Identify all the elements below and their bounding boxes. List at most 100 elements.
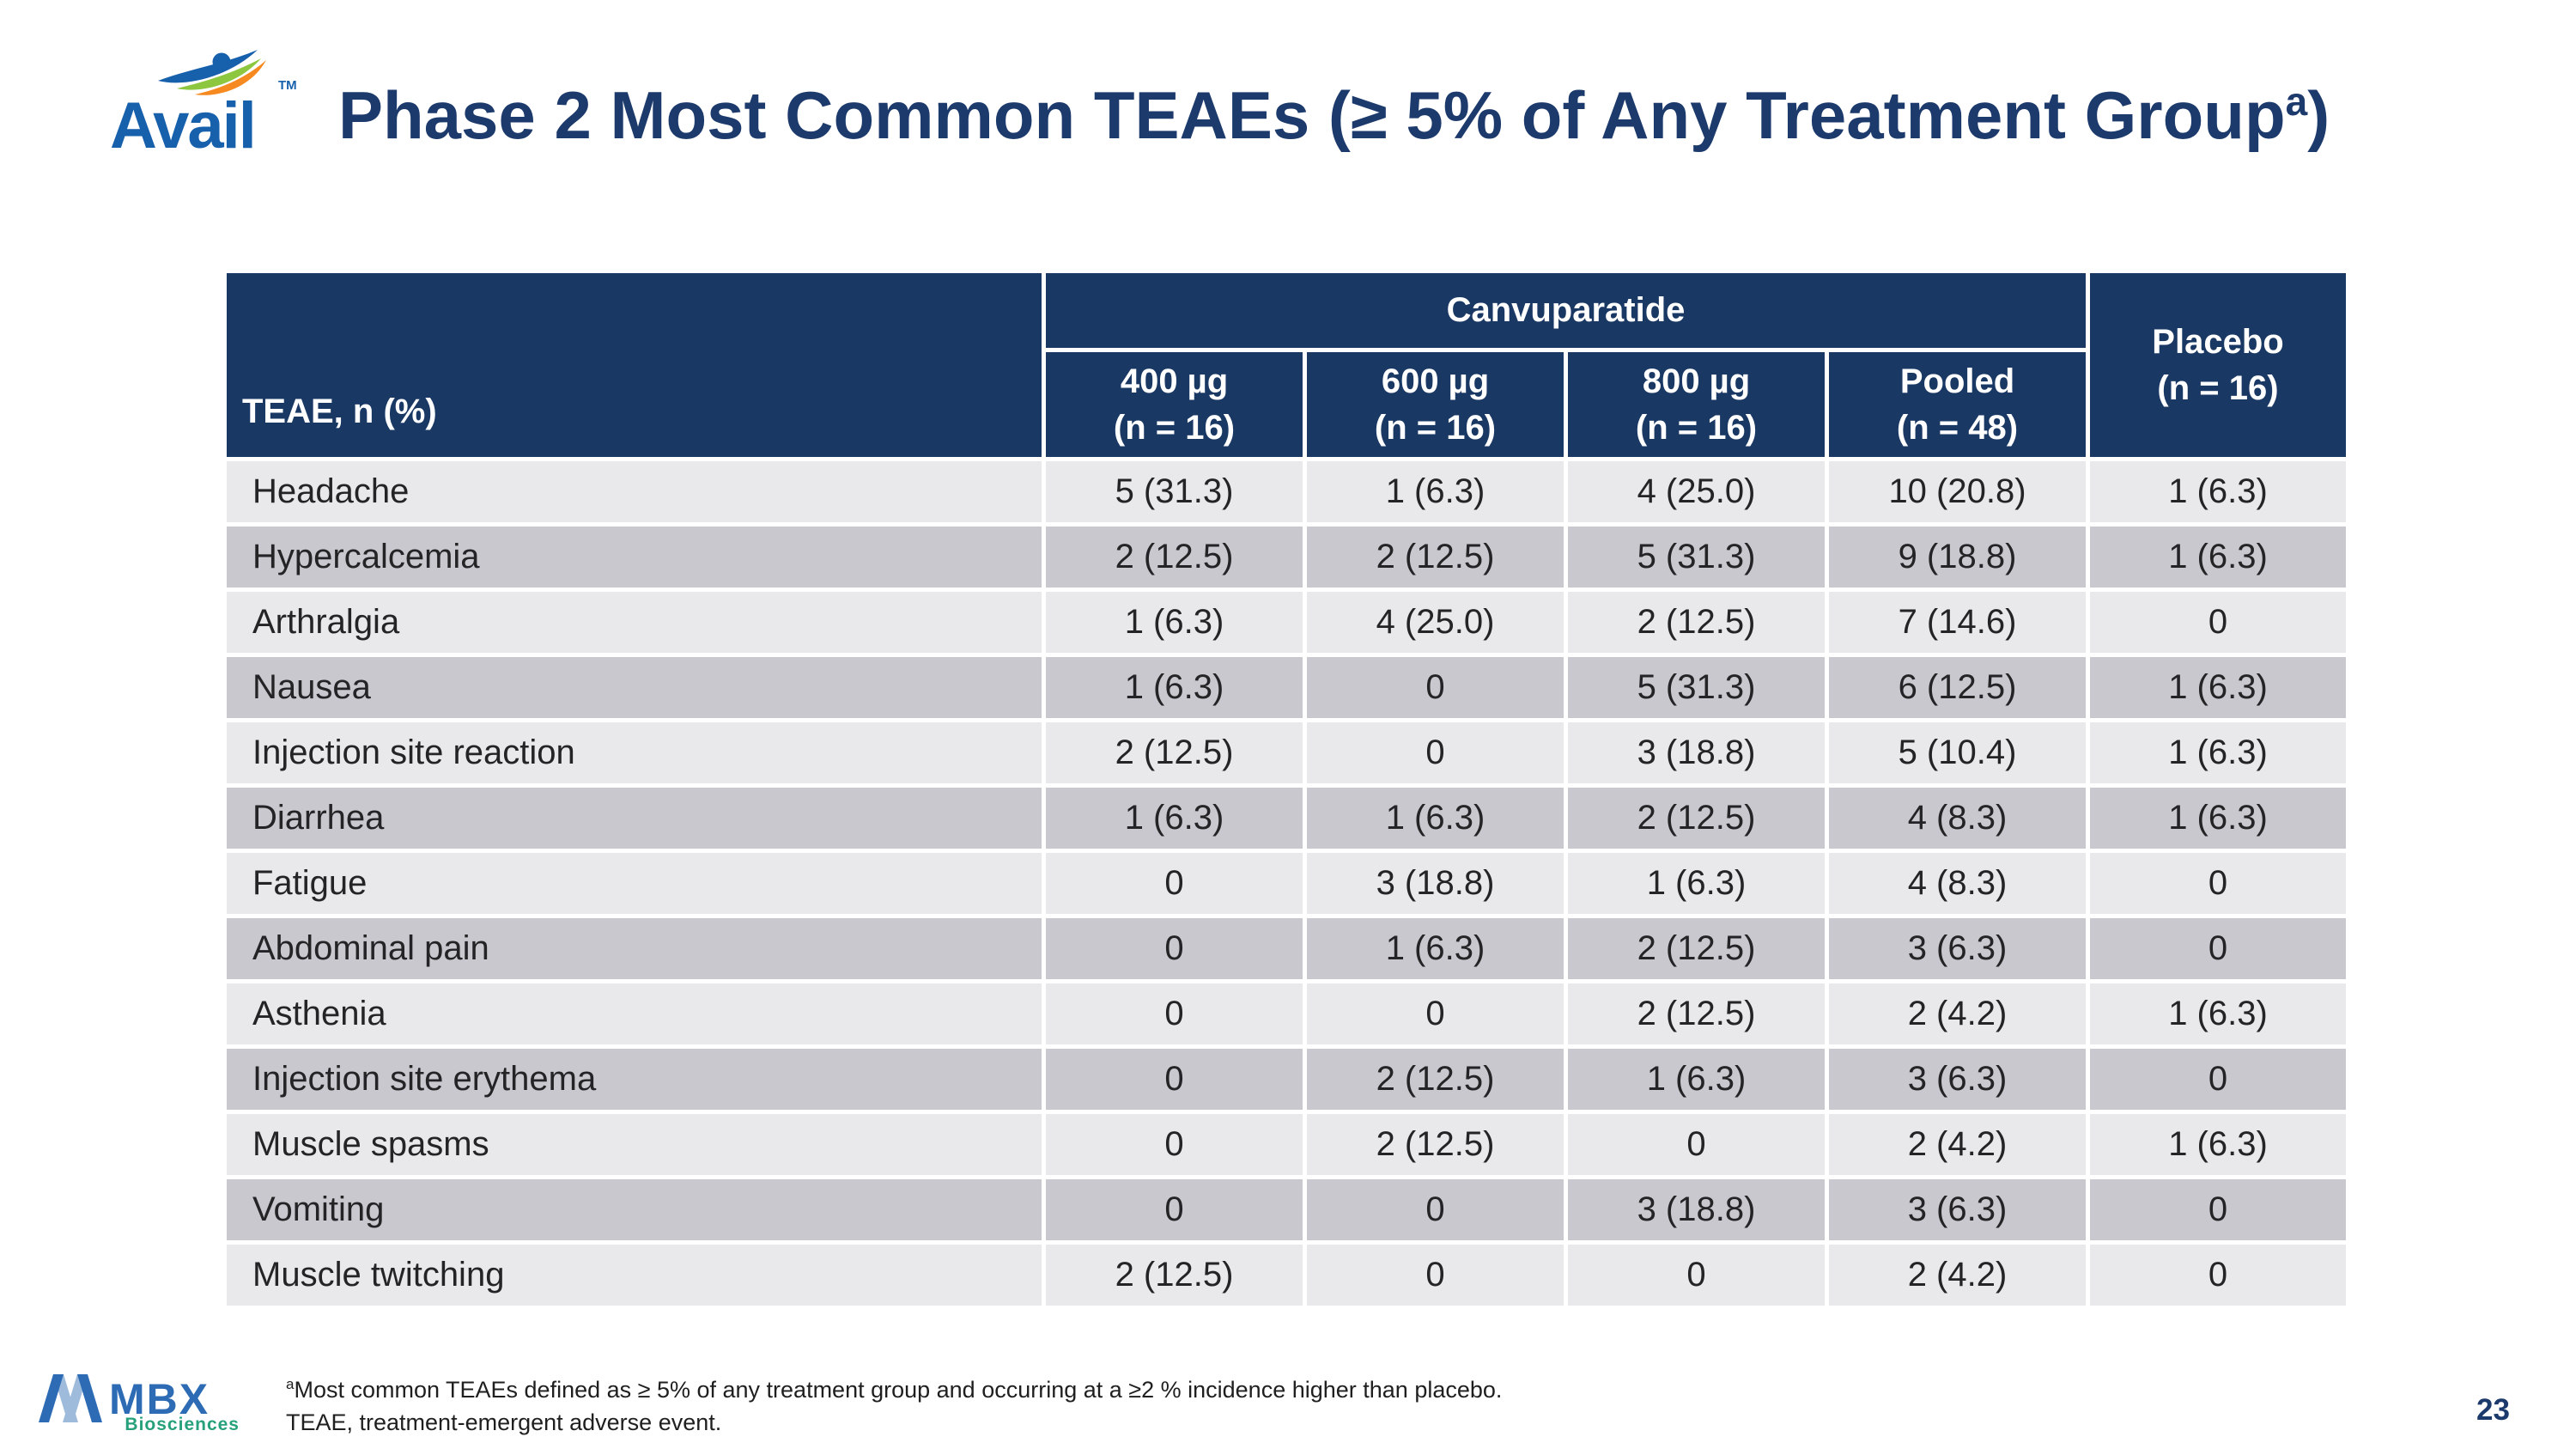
- teae-value-cell: 7 (14.6): [1829, 592, 2086, 653]
- teae-value-cell: 5 (31.3): [1568, 527, 1825, 588]
- teae-value-cell: 1 (6.3): [2090, 722, 2346, 783]
- mbx-wordmark: MBX: [109, 1375, 210, 1423]
- table-header-teae: TEAE, n (%): [227, 273, 1042, 457]
- table-header-canvuparatide-group: Canvuparatide: [1046, 273, 2086, 348]
- teae-value-cell: 1 (6.3): [1307, 918, 1564, 979]
- avail-wordmark: Avail: [112, 89, 255, 161]
- teae-value-cell: 1 (6.3): [1568, 853, 1825, 914]
- teae-value-cell: 0: [2090, 853, 2346, 914]
- teae-value-cell: 4 (25.0): [1568, 461, 1825, 522]
- page-title-superscript: a: [2285, 79, 2308, 124]
- teae-table: TEAE, n (%) Canvuparatide Placebo (n = 1…: [227, 273, 2346, 1306]
- mbx-mark-dark-icon: [39, 1374, 64, 1422]
- teae-value-cell: 1 (6.3): [2090, 657, 2346, 718]
- teae-row-label: Nausea: [227, 657, 1042, 718]
- teae-value-cell: 2 (12.5): [1307, 527, 1564, 588]
- teae-value-cell: 0: [2090, 1179, 2346, 1240]
- footnote-line-1: aMost common TEAEs defined as ≥ 5% of an…: [286, 1374, 1502, 1407]
- teae-value-cell: 2 (12.5): [1568, 592, 1825, 653]
- avail-trademark: TM: [278, 78, 297, 93]
- column-n: (n = 48): [1896, 409, 2019, 447]
- teae-value-cell: 2 (12.5): [1307, 1049, 1564, 1110]
- table-header-placebo: Placebo (n = 16): [2090, 273, 2346, 457]
- footnote-superscript: a: [286, 1376, 295, 1392]
- teae-value-cell: 1 (6.3): [2090, 788, 2346, 849]
- teae-value-cell: 0: [1046, 1179, 1303, 1240]
- avail-swoosh-blue-icon: [158, 50, 258, 83]
- teae-row-label: Hypercalcemia: [227, 527, 1042, 588]
- teae-value-cell: 1 (6.3): [2090, 527, 2346, 588]
- teae-value-cell: 3 (6.3): [1829, 918, 2086, 979]
- teae-row-label: Muscle twitching: [227, 1245, 1042, 1306]
- teae-value-cell: 4 (8.3): [1829, 853, 2086, 914]
- page-number: 23: [2476, 1393, 2510, 1427]
- teae-value-cell: 0: [1046, 1114, 1303, 1175]
- teae-value-cell: 1 (6.3): [1046, 788, 1303, 849]
- page-title: Phase 2 Most Common TEAEs (≥ 5% of Any T…: [338, 77, 2330, 153]
- teae-value-cell: 1 (6.3): [1046, 657, 1303, 718]
- teae-value-cell: 3 (18.8): [1568, 1179, 1825, 1240]
- teae-value-cell: 2 (4.2): [1829, 983, 2086, 1044]
- teae-value-cell: 0: [2090, 918, 2346, 979]
- column-n: (n = 16): [1635, 409, 1758, 447]
- teae-value-cell: 2 (4.2): [1829, 1245, 2086, 1306]
- teae-row-label: Muscle spasms: [227, 1114, 1042, 1175]
- teae-value-cell: 0: [1307, 1179, 1564, 1240]
- avail-logo: Avail TM: [112, 50, 297, 161]
- teae-value-cell: 0: [1568, 1114, 1825, 1175]
- teae-value-cell: 0: [1046, 1049, 1303, 1110]
- teae-value-cell: 1 (6.3): [2090, 461, 2346, 522]
- teae-value-cell: 0: [1568, 1245, 1825, 1306]
- teae-value-cell: 0: [2090, 1049, 2346, 1110]
- column-label: 800 µg: [1642, 362, 1751, 400]
- teae-value-cell: 2 (12.5): [1046, 527, 1303, 588]
- teae-value-cell: 1 (6.3): [1046, 592, 1303, 653]
- teae-value-cell: 9 (18.8): [1829, 527, 2086, 588]
- teae-value-cell: 5 (10.4): [1829, 722, 2086, 783]
- teae-value-cell: 6 (12.5): [1829, 657, 2086, 718]
- table-header-pooled: Pooled (n = 48): [1829, 352, 2086, 457]
- column-n: (n = 16): [1374, 409, 1497, 447]
- table-header-400ug: 400 µg (n = 16): [1046, 352, 1303, 457]
- column-label: 400 µg: [1120, 362, 1229, 400]
- teae-row-label: Headache: [227, 461, 1042, 522]
- footnote-text: Most common TEAEs defined as ≥ 5% of any…: [294, 1377, 1503, 1403]
- column-label: 600 µg: [1381, 362, 1490, 400]
- mbx-biosciences-label: Biosciences: [125, 1415, 240, 1433]
- teae-value-cell: 2 (12.5): [1568, 983, 1825, 1044]
- teae-value-cell: 0: [1046, 853, 1303, 914]
- teae-value-cell: 0: [1046, 918, 1303, 979]
- teae-value-cell: 0: [2090, 592, 2346, 653]
- teae-row-label: Injection site erythema: [227, 1049, 1042, 1110]
- column-label: Pooled: [1899, 362, 2015, 400]
- teae-value-cell: 0: [1307, 1245, 1564, 1306]
- teae-row-label: Abdominal pain: [227, 918, 1042, 979]
- teae-row-label: Injection site reaction: [227, 722, 1042, 783]
- teae-value-cell: 4 (8.3): [1829, 788, 2086, 849]
- teae-value-cell: 2 (12.5): [1046, 1245, 1303, 1306]
- column-n: (n = 16): [2157, 369, 2279, 407]
- teae-value-cell: 1 (6.3): [1568, 1049, 1825, 1110]
- avail-swoosh-orange-icon: [195, 60, 266, 95]
- teae-value-cell: 2 (12.5): [1307, 1114, 1564, 1175]
- teae-value-cell: 1 (6.3): [1307, 788, 1564, 849]
- teae-value-cell: 3 (6.3): [1829, 1179, 2086, 1240]
- teae-value-cell: 1 (6.3): [1307, 461, 1564, 522]
- teae-row-label: Diarrhea: [227, 788, 1042, 849]
- avail-swoosh-green-icon: [177, 58, 261, 90]
- teae-value-cell: 5 (31.3): [1568, 657, 1825, 718]
- teae-value-cell: 2 (4.2): [1829, 1114, 2086, 1175]
- teae-value-cell: 1 (6.3): [2090, 1114, 2346, 1175]
- footnote-line-2: TEAE, treatment-emergent adverse event.: [286, 1409, 722, 1435]
- teae-row-label: Fatigue: [227, 853, 1042, 914]
- column-n: (n = 16): [1113, 409, 1236, 447]
- teae-value-cell: 0: [1046, 983, 1303, 1044]
- teae-row-label: Vomiting: [227, 1179, 1042, 1240]
- table-header-600ug: 600 µg (n = 16): [1307, 352, 1564, 457]
- teae-value-cell: 2 (12.5): [1568, 788, 1825, 849]
- page-title-suffix: ): [2307, 77, 2330, 153]
- table-header-800ug: 800 µg (n = 16): [1568, 352, 1825, 457]
- mbx-logo: MBX Biosciences: [39, 1374, 240, 1433]
- column-label: Placebo: [2152, 323, 2284, 361]
